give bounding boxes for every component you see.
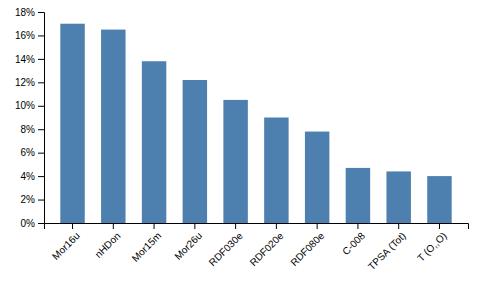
- bar: [183, 80, 207, 223]
- bar: [142, 61, 166, 223]
- y-tick-label: 2%: [21, 194, 36, 205]
- y-tick-mark: [38, 153, 44, 154]
- y-tick: 10%: [15, 100, 44, 111]
- y-tick-mark: [38, 82, 44, 83]
- x-tick-mark: [276, 223, 277, 229]
- x-tick-mark: [154, 223, 155, 229]
- y-tick: 2%: [21, 194, 44, 205]
- y-axis: 0% 2% 4% 6% 8% 10% 12% 14% 16% 18%: [15, 7, 45, 229]
- x-tick-label: Mor16u: [50, 230, 82, 262]
- x-tick-mark: [72, 223, 73, 229]
- y-tick: 14%: [15, 54, 44, 65]
- x-tick-label: RDF030e: [207, 230, 245, 268]
- chart: 0% 2% 4% 6% 8% 10% 12% 14% 16% 18% Mor16u nHDonMor1…: [0, 0, 480, 289]
- y-tick-mark: [38, 12, 44, 13]
- bar: [223, 100, 247, 223]
- y-tick-label: 0%: [21, 218, 36, 229]
- x-tick-mark: [194, 223, 195, 229]
- x-tick-label: T (O,,O): [415, 230, 449, 264]
- bar: [386, 171, 410, 223]
- x-tick: RDF030e: [207, 223, 245, 268]
- x-axis: Mor16u nHDonMor15mMor26uRDF030eRDF020eRDF…: [45, 223, 469, 272]
- y-tick: 6%: [21, 147, 44, 158]
- y-tick: 18%: [15, 7, 44, 18]
- y-tick: 8%: [21, 124, 44, 135]
- x-tick: RDF080e: [288, 223, 326, 268]
- x-tick: Mor16u: [50, 223, 82, 262]
- bar: [101, 30, 125, 223]
- bar: [427, 176, 451, 223]
- y-tick-label: 10%: [15, 100, 35, 111]
- y-tick-label: 12%: [15, 77, 35, 88]
- y-tick: 16%: [15, 30, 44, 41]
- x-tick: C-008: [340, 223, 367, 257]
- y-tick: 0%: [21, 218, 44, 229]
- x-tick: RDF020e: [248, 223, 286, 268]
- y-tick-mark: [38, 200, 44, 201]
- x-axis-line: [45, 224, 469, 230]
- y-tick-label: 16%: [15, 30, 35, 41]
- x-tick: Mor15m: [130, 223, 164, 264]
- y-tick-mark: [38, 59, 44, 60]
- y-tick: 4%: [21, 171, 44, 182]
- y-tick-mark: [38, 106, 44, 107]
- y-tick-label: 8%: [21, 124, 36, 135]
- y-tick-label: 4%: [21, 171, 36, 182]
- x-tick: nHDon: [93, 223, 123, 260]
- y-tick-label: 6%: [21, 147, 36, 158]
- x-tick: Mor26u: [172, 223, 204, 262]
- x-tick-label: C-008: [340, 230, 367, 257]
- x-tick-label: RDF080e: [288, 230, 326, 268]
- x-tick-mark: [439, 223, 440, 229]
- x-tick-mark: [357, 223, 358, 229]
- x-tick-mark: [235, 223, 236, 229]
- x-tick-label: Mor15m: [130, 230, 164, 264]
- y-tick-mark: [38, 223, 44, 224]
- y-tick-mark: [38, 35, 44, 36]
- x-tick: T (O,,O): [415, 223, 449, 264]
- x-tick-mark: [398, 223, 399, 229]
- y-tick-label: 14%: [15, 54, 35, 65]
- x-tick-mark: [113, 223, 114, 229]
- plot: 0% 2% 4% 6% 8% 10% 12% 14% 16% 18% Mor16u nHDonMor1…: [15, 7, 469, 272]
- x-tick-label: nHDon: [93, 230, 123, 260]
- y-tick-mark: [38, 129, 44, 130]
- x-tick-label: RDF020e: [248, 230, 286, 268]
- y-tick: 12%: [15, 77, 44, 88]
- y-axis-line: [38, 13, 45, 224]
- bar: [264, 118, 288, 224]
- bars: [60, 24, 451, 223]
- bar: [60, 24, 84, 223]
- y-tick-label: 18%: [15, 7, 35, 18]
- x-tick-label: TPSA (Tot): [366, 230, 408, 272]
- bar: [346, 168, 370, 223]
- x-tick-mark: [317, 223, 318, 229]
- y-tick-mark: [38, 176, 44, 177]
- x-tick: TPSA (Tot): [366, 223, 408, 272]
- x-tick-label: Mor26u: [172, 230, 204, 262]
- bar: [305, 132, 329, 223]
